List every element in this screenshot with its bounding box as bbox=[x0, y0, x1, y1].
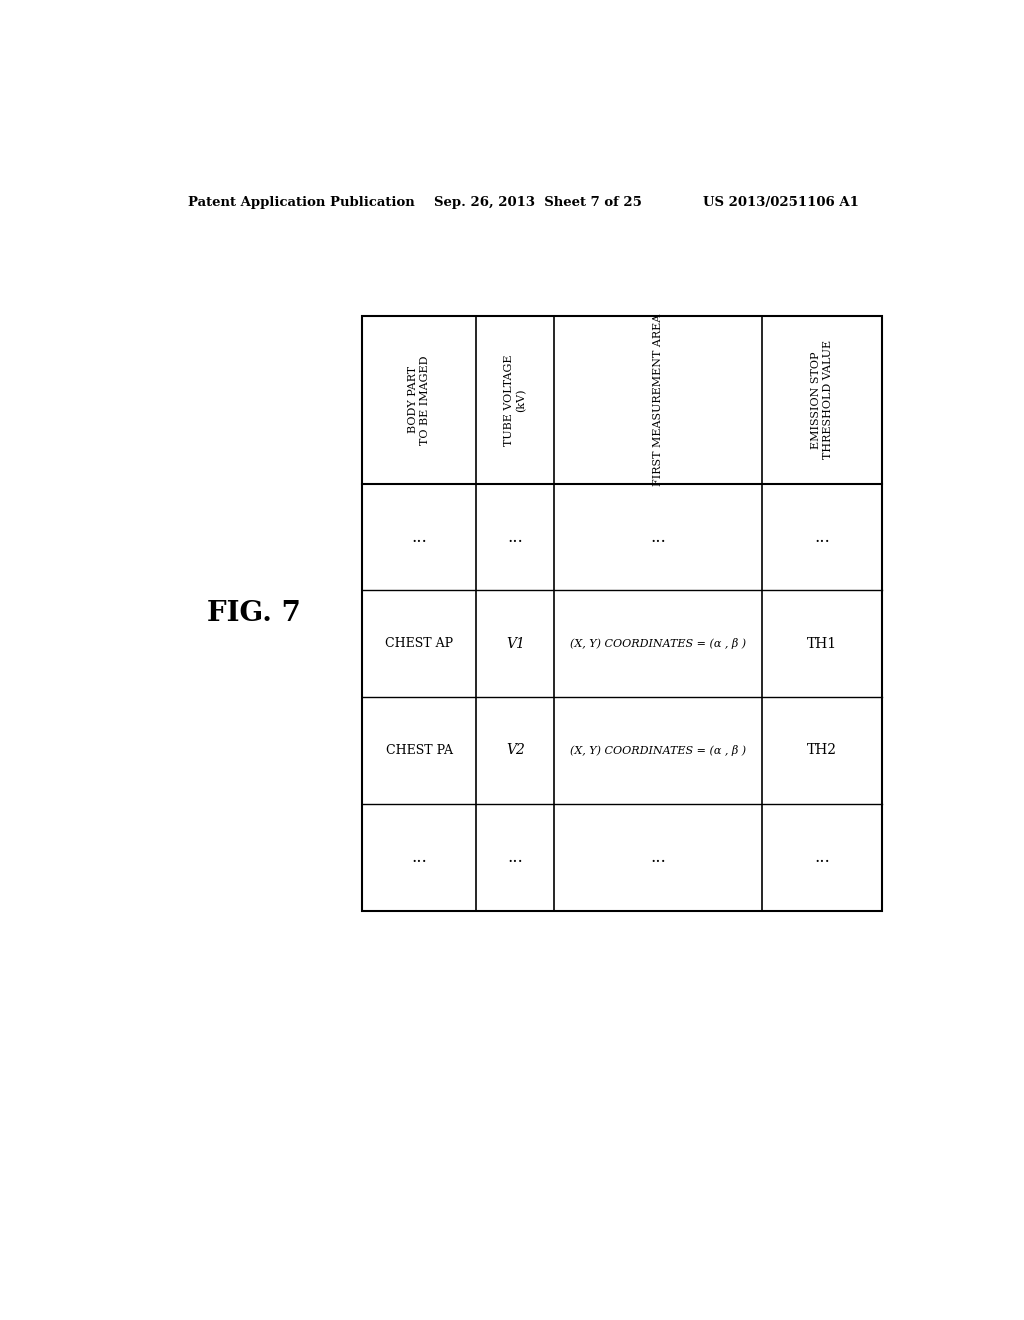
Text: US 2013/0251106 A1: US 2013/0251106 A1 bbox=[703, 195, 859, 209]
Text: FIRST MEASUREMENT AREA: FIRST MEASUREMENT AREA bbox=[653, 314, 664, 486]
Text: Patent Application Publication: Patent Application Publication bbox=[187, 195, 415, 209]
Text: ...: ... bbox=[508, 849, 523, 866]
Text: EMISSION STOP
THRESHOLD VALUE: EMISSION STOP THRESHOLD VALUE bbox=[811, 341, 833, 459]
Text: ...: ... bbox=[650, 849, 667, 866]
Text: ...: ... bbox=[412, 849, 427, 866]
Text: Sep. 26, 2013  Sheet 7 of 25: Sep. 26, 2013 Sheet 7 of 25 bbox=[433, 195, 641, 209]
Text: CHEST AP: CHEST AP bbox=[385, 638, 454, 651]
Text: TH2: TH2 bbox=[807, 743, 838, 758]
Text: BODY PART
TO BE IMAGED: BODY PART TO BE IMAGED bbox=[409, 355, 430, 445]
Text: ...: ... bbox=[508, 528, 523, 545]
Text: FIG. 7: FIG. 7 bbox=[207, 599, 301, 627]
Text: (X, Y) COORDINATES = (α , β ): (X, Y) COORDINATES = (α , β ) bbox=[570, 639, 746, 649]
Text: TUBE VOLTAGE
(kV): TUBE VOLTAGE (kV) bbox=[505, 354, 526, 446]
Text: TH1: TH1 bbox=[807, 636, 838, 651]
Text: V2: V2 bbox=[506, 743, 525, 758]
Text: ...: ... bbox=[814, 528, 830, 545]
Text: ...: ... bbox=[412, 528, 427, 545]
Bar bbox=[362, 315, 882, 911]
Text: ...: ... bbox=[814, 849, 830, 866]
Text: (X, Y) COORDINATES = (α , β ): (X, Y) COORDINATES = (α , β ) bbox=[570, 744, 746, 756]
Text: ...: ... bbox=[650, 528, 667, 545]
Text: CHEST PA: CHEST PA bbox=[386, 744, 453, 756]
Text: V1: V1 bbox=[506, 636, 525, 651]
